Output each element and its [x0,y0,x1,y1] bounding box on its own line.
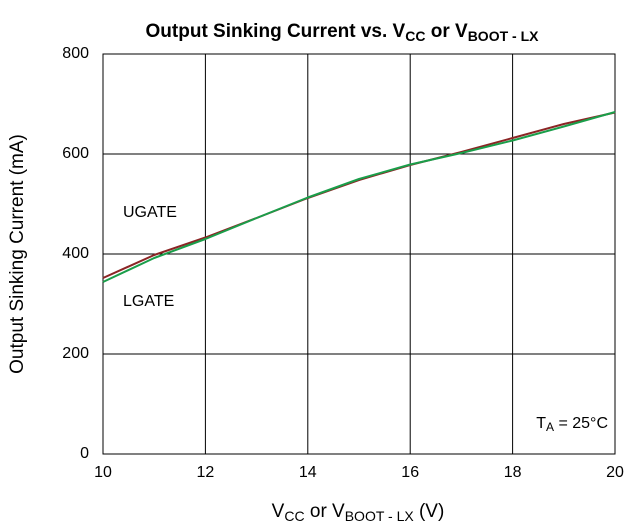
x-tick-label: 16 [401,464,419,481]
x-axis-label-part: CC [284,508,304,524]
x-tick-label: 14 [299,464,317,481]
x-tick-label: 10 [94,464,112,481]
chart-title-part: CC [405,28,425,44]
y-tick-label: 200 [62,345,89,362]
series-line [102,111,616,283]
annotation-part: T [536,415,546,432]
series-line [102,111,616,279]
chart-title-part: Output Sinking Current vs. V [146,21,406,42]
y-axis-label: Output Sinking Current (mA) [7,134,28,374]
chart-title: Output Sinking Current vs. VCC or VBOOT … [146,21,540,44]
plot-border [102,53,616,455]
x-axis-label-part: BOOT - LX [345,508,415,524]
chart-title-part: BOOT - LX [468,28,539,44]
y-tick-label: 400 [62,245,89,262]
x-axis-label-part: (V) [414,501,445,522]
chart-title-part: or V [425,21,468,42]
annotation-part: A [546,420,554,434]
x-tick-label: 20 [606,464,624,481]
x-axis-label-part: or V [305,501,345,522]
y-tick-label: 800 [62,45,89,62]
x-axis-label: VCC or VBOOT - LX (V) [272,501,445,524]
annotation-part: = 25°C [554,415,608,432]
y-tick-label: 600 [62,145,89,162]
y-tick-label: 0 [80,445,89,462]
x-tick-label: 18 [504,464,522,481]
series-label: UGATE [123,204,177,221]
x-tick-label: 12 [197,464,215,481]
annotation: TA = 25°C [536,415,608,434]
x-axis-label-part: V [272,501,285,522]
series-label: LGATE [123,293,174,310]
